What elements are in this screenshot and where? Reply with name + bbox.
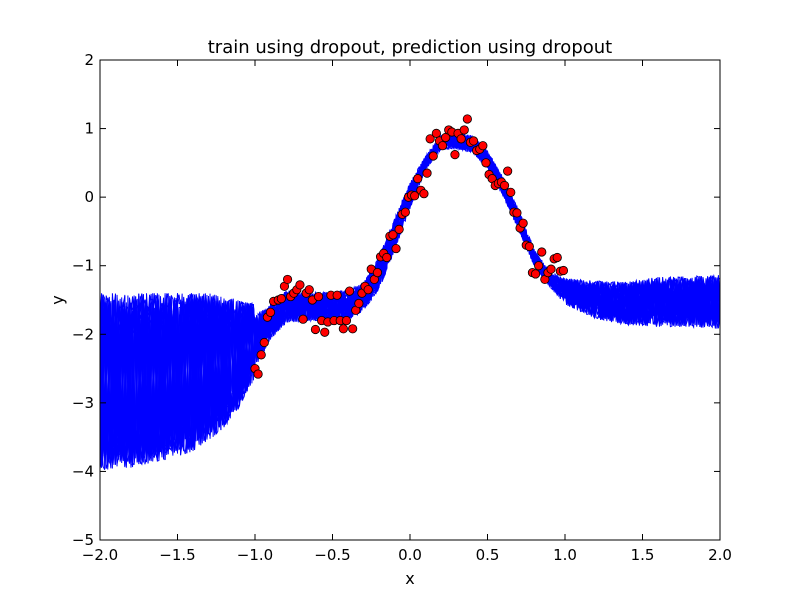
observation-point — [253, 369, 263, 379]
x-tick-label: 1.5 — [631, 546, 655, 564]
observation-point — [265, 307, 276, 317]
x-axis-label: x — [405, 569, 414, 588]
y-tick-label: 2 — [84, 51, 94, 69]
observation-point — [468, 136, 479, 146]
observation-point — [428, 151, 438, 161]
y-tick-label: −1 — [72, 257, 94, 275]
observation-point — [425, 134, 435, 144]
y-tick-label: −5 — [72, 531, 94, 549]
x-tick-label: −1.0 — [237, 546, 273, 564]
observation-point — [344, 286, 355, 296]
x-tick-label: 0.0 — [398, 546, 422, 564]
observation-point — [546, 264, 556, 274]
x-tick-label: −1.5 — [159, 546, 195, 564]
observation-point — [459, 125, 469, 135]
y-tick-label: −3 — [72, 394, 94, 412]
observation-point — [518, 218, 528, 228]
y-tick-label: −4 — [72, 462, 94, 480]
observation-point — [481, 158, 491, 168]
chart-title: train using dropout, prediction using dr… — [208, 37, 612, 58]
observation-point — [456, 134, 466, 144]
x-tick-label: 1.0 — [553, 546, 577, 564]
observation-point — [391, 243, 401, 254]
observation-point — [422, 168, 432, 178]
observation-point — [437, 141, 448, 151]
observation-point — [363, 285, 373, 295]
axis-ticks: −2.0 −1.5 −1.0 −0.5 0.0 0.5 1.0 1.5 2.0 −5 −4 −3 −2 −… — [72, 51, 732, 564]
observation-point — [388, 230, 398, 240]
observation-point — [341, 315, 352, 326]
observation-point — [413, 174, 423, 184]
observation-point — [382, 252, 392, 263]
observation-point — [320, 327, 330, 337]
observation-point — [310, 324, 321, 335]
observation-point — [524, 241, 534, 252]
observation-point — [537, 247, 547, 257]
observation-point — [506, 187, 516, 197]
observation-point — [503, 166, 513, 176]
observation-point — [478, 141, 488, 151]
observation-point — [298, 314, 308, 324]
x-tick-label: −0.5 — [314, 546, 350, 564]
observation-point — [354, 298, 364, 309]
observation-point — [530, 269, 541, 279]
observation-point — [462, 114, 472, 124]
observation-points — [250, 114, 569, 379]
observation-point — [313, 291, 324, 302]
x-tick-label: −2.0 — [82, 546, 118, 564]
observation-point — [394, 224, 404, 234]
y-axis-label: y — [48, 295, 67, 304]
observation-point — [295, 280, 305, 290]
x-tick-label: 0.5 — [476, 546, 500, 564]
observation-point — [512, 208, 522, 218]
observation-point — [276, 294, 286, 304]
observation-point — [410, 191, 420, 201]
observation-point — [499, 180, 510, 191]
y-tick-label: 1 — [84, 120, 94, 138]
observation-point — [534, 261, 544, 271]
prediction-sample-line — [100, 133, 720, 463]
y-tick-label: 0 — [84, 188, 94, 206]
observation-point — [256, 350, 266, 360]
prediction-sample-line — [100, 134, 720, 469]
observation-point — [304, 285, 314, 295]
observation-point — [332, 290, 342, 300]
observation-point — [400, 207, 410, 217]
observation-point — [419, 189, 429, 199]
observation-point — [259, 337, 269, 348]
observation-point — [552, 252, 562, 263]
observation-point — [431, 128, 441, 138]
observation-point — [450, 150, 460, 160]
y-tick-label: −2 — [72, 325, 94, 343]
observation-point — [348, 324, 358, 334]
observation-point — [338, 324, 348, 334]
observation-point — [372, 267, 383, 278]
observation-point — [282, 274, 293, 285]
x-tick-label: 2.0 — [708, 546, 732, 564]
observation-point — [558, 265, 569, 276]
